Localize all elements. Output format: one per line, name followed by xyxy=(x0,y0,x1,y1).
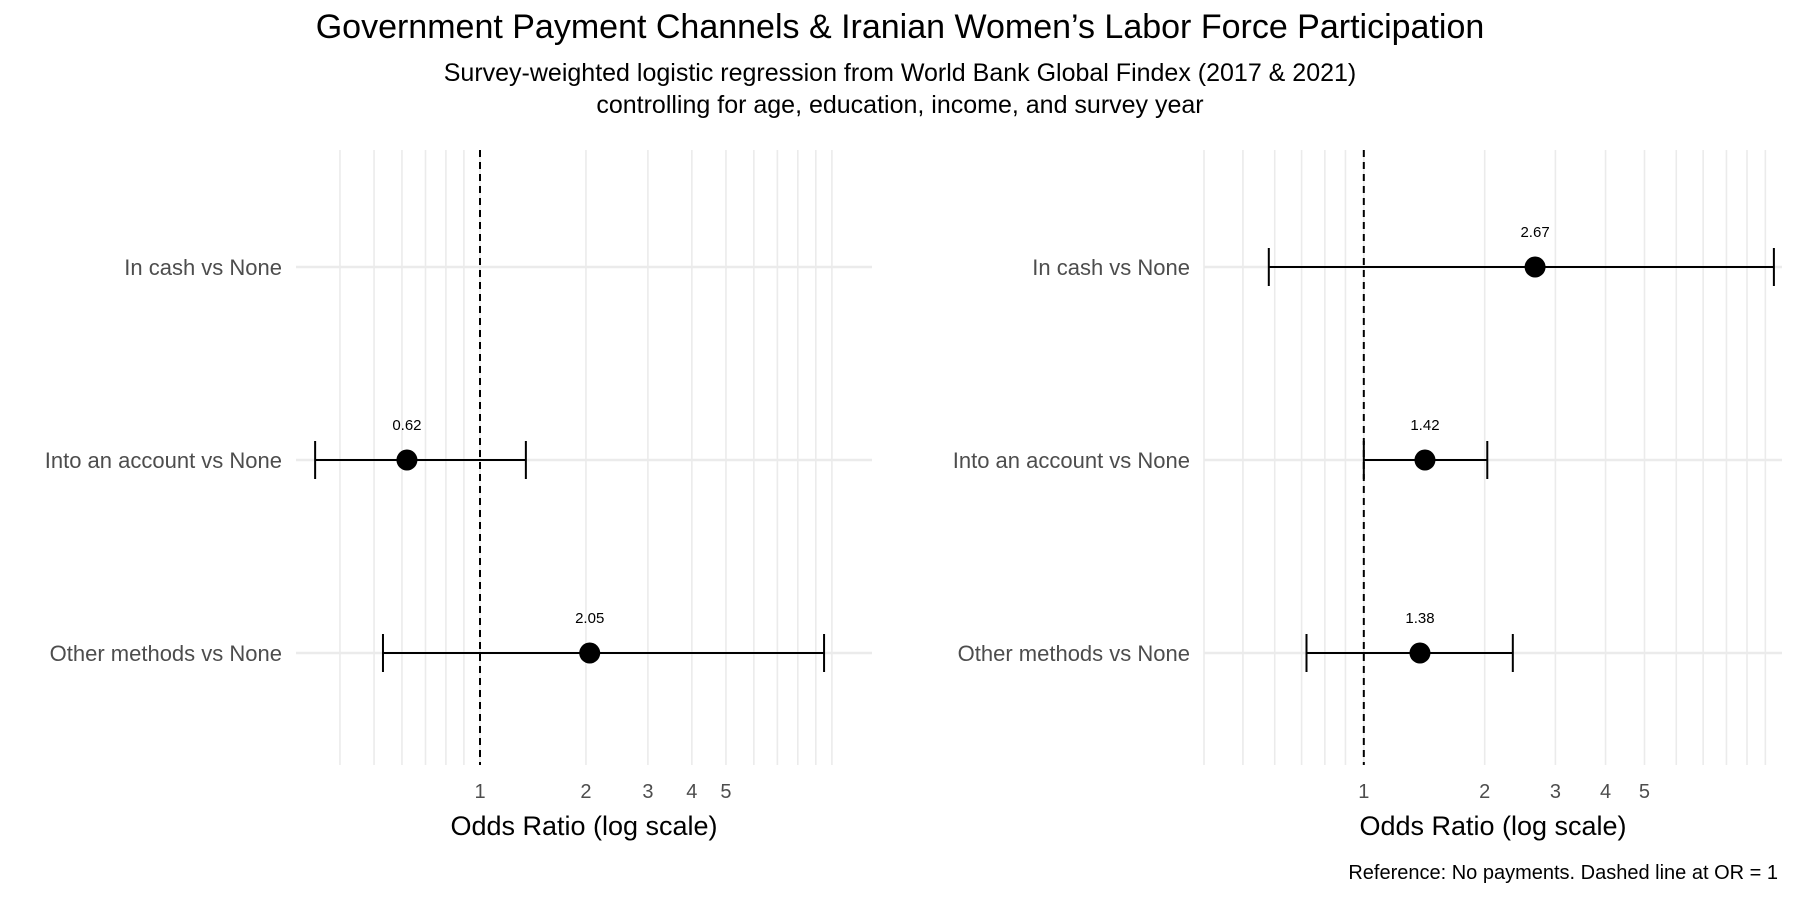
category-label: Into an account vs None xyxy=(45,448,282,473)
chart-subtitle-line1: Survey-weighted logistic regression from… xyxy=(443,59,1357,87)
data-label: 2.05 xyxy=(575,610,604,627)
x-tick-label: 5 xyxy=(720,781,731,803)
x-tick-label: 5 xyxy=(1639,781,1650,803)
odds-ratio-point xyxy=(1409,642,1431,664)
category-label: Other methods vs None xyxy=(50,641,282,666)
data-label: 1.42 xyxy=(1410,417,1439,434)
category-label: Other methods vs None xyxy=(958,641,1190,666)
x-tick-label: 1 xyxy=(1358,781,1369,803)
odds-ratio-point xyxy=(1524,256,1546,278)
chart-title: Government Payment Channels & Iranian Wo… xyxy=(315,8,1485,46)
x-axis-label: Odds Ratio (log scale) xyxy=(1359,811,1626,841)
x-tick-label: 1 xyxy=(474,781,485,803)
odds-ratio-point xyxy=(396,449,418,471)
category-label: In cash vs None xyxy=(1032,255,1190,280)
x-tick-label: 4 xyxy=(1600,781,1611,803)
x-tick-label: 3 xyxy=(642,781,653,803)
x-tick-label: 2 xyxy=(580,781,591,803)
x-tick-label: 3 xyxy=(1550,781,1561,803)
x-axis-label: Odds Ratio (log scale) xyxy=(450,811,717,841)
odds-ratio-point xyxy=(579,642,601,664)
data-label: 1.38 xyxy=(1405,610,1434,627)
chart-caption: Reference: No payments. Dashed line at O… xyxy=(1348,862,1778,884)
category-label: In cash vs None xyxy=(124,255,282,280)
odds-ratio-point xyxy=(1414,449,1436,471)
panel-2: In cash vs None Into an account vs None Ot… xyxy=(953,150,1782,841)
data-label: 2.67 xyxy=(1520,224,1549,241)
chart-subtitle-line2: controlling for age, education, income, … xyxy=(596,91,1204,119)
category-label: Into an account vs None xyxy=(953,448,1190,473)
x-tick-label: 4 xyxy=(686,781,697,803)
panel-1: In cash vs None Into an account vs None Ot… xyxy=(45,150,872,841)
x-tick-label: 2 xyxy=(1479,781,1490,803)
data-label: 0.62 xyxy=(392,417,421,434)
